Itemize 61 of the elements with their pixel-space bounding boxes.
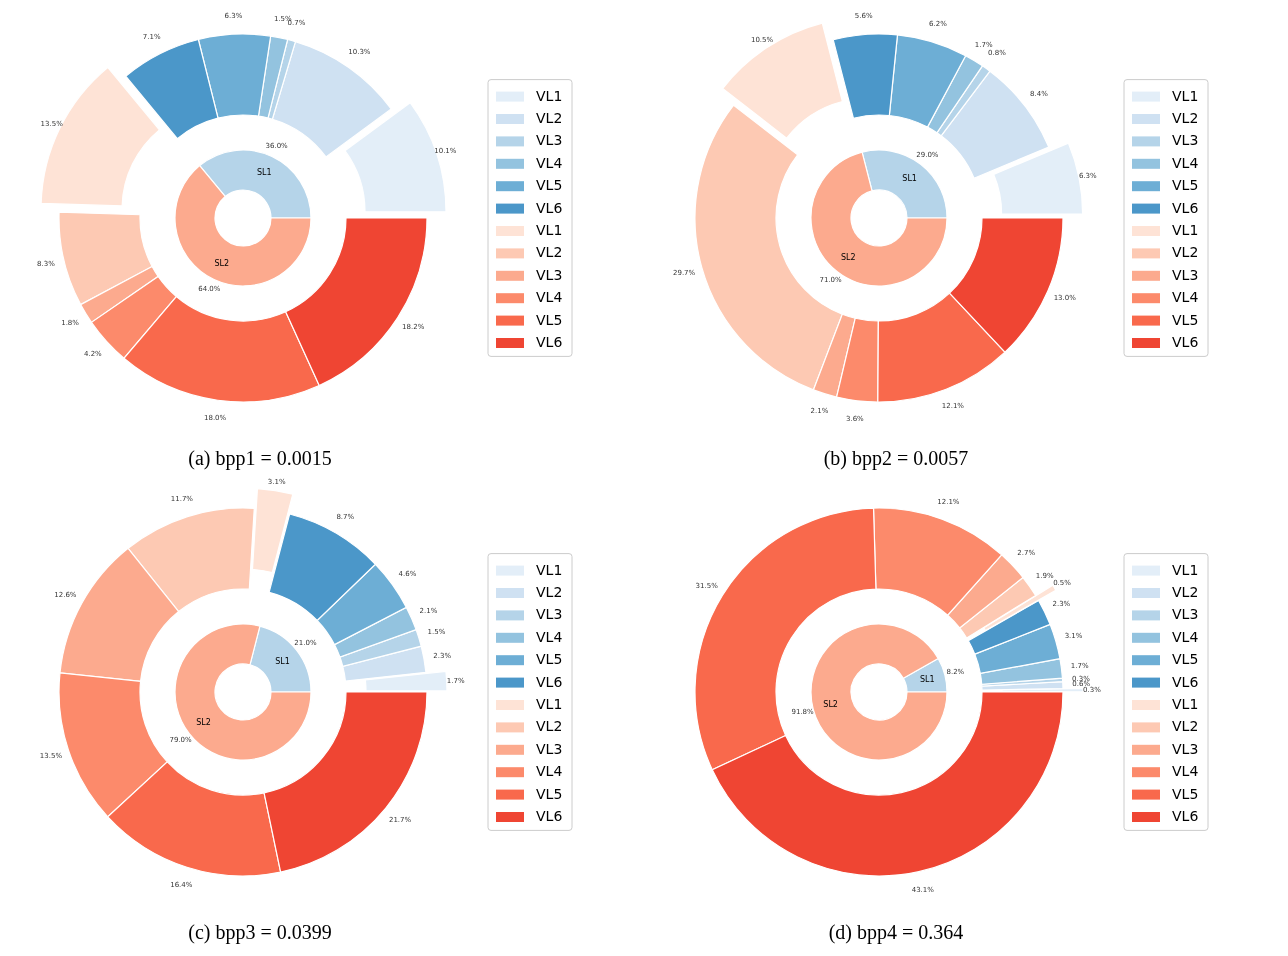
legend-label: VL6	[536, 808, 563, 824]
legend-label: VL6	[536, 334, 563, 350]
legend-label: VL3	[1172, 740, 1199, 757]
legend-label: VL3	[1172, 132, 1199, 149]
legend-label: VL2	[1172, 244, 1199, 261]
legend-label: VL2	[1172, 718, 1199, 735]
legend-label: VL2	[536, 584, 563, 600]
slice-label: SL1	[275, 656, 290, 666]
slice-label: SL2	[823, 700, 838, 710]
legend-label: VL1	[1172, 87, 1199, 104]
legend-label: VL6	[536, 199, 563, 216]
legend-label: VL6	[1172, 673, 1199, 690]
text: (a) bpp1 = 0.0015	[188, 446, 332, 470]
text: (b) bpp2 = 0.0057	[823, 446, 969, 470]
legend-label: VL3	[536, 606, 563, 623]
legend-label: VL3	[1172, 606, 1199, 623]
slice-label: SL2	[214, 258, 230, 268]
legend-label: VL2	[1172, 110, 1199, 126]
legend-label: VL4	[536, 628, 563, 645]
legend-label: VL1	[536, 696, 563, 712]
text: (c) bpp3 = 0.0399	[188, 920, 332, 944]
legend-label: VL3	[536, 740, 563, 757]
legend-label: VL5	[536, 785, 563, 802]
legend-label: VL3	[1172, 266, 1199, 283]
legend-label: VL4	[1172, 289, 1199, 306]
legend-label: VL6	[1172, 199, 1199, 216]
legend-label: VL4	[1172, 154, 1199, 171]
legend-label: VL6	[536, 673, 563, 690]
legend-label: VL1	[1172, 696, 1199, 712]
legend-label: VL1	[1172, 222, 1199, 238]
legend-label: VL5	[1172, 785, 1199, 802]
legend-label: VL2	[536, 244, 563, 261]
legend-label: VL1	[536, 222, 563, 238]
legend-label: VL6	[1172, 334, 1199, 350]
legend-label: VL5	[536, 177, 563, 194]
legend-label: VL5	[1172, 651, 1199, 668]
slice-label: SL2	[841, 253, 856, 263]
legend-label: VL4	[536, 154, 563, 171]
legend-label: VL2	[1172, 584, 1199, 600]
legend-label: VL1	[536, 561, 563, 578]
legend-label: VL5	[1172, 311, 1199, 328]
legend-label: VL6	[1172, 808, 1199, 824]
slice-label: SL2	[196, 718, 211, 728]
legend-label: VL4	[1172, 628, 1199, 645]
legend-label: VL1	[1172, 561, 1199, 578]
slice-label: SL1	[256, 168, 272, 178]
legend-label: VL2	[536, 718, 563, 735]
legend-label: VL3	[536, 132, 563, 149]
legend-label: VL4	[536, 289, 563, 306]
donut-slice	[810, 151, 948, 287]
slice-label: SL1	[902, 173, 917, 183]
legend-label: VL2	[536, 110, 563, 126]
legend-label: VL4	[1172, 763, 1199, 780]
legend-label: VL1	[536, 87, 563, 104]
legend-label: VL4	[536, 763, 563, 780]
text: (d) bpp4 = 0.364	[828, 920, 964, 944]
legend-label: VL3	[536, 266, 563, 283]
legend-label: VL5	[536, 651, 563, 668]
legend-label: VL5	[1172, 177, 1199, 194]
slice-label: SL1	[920, 674, 935, 684]
legend-label: VL5	[536, 311, 563, 328]
